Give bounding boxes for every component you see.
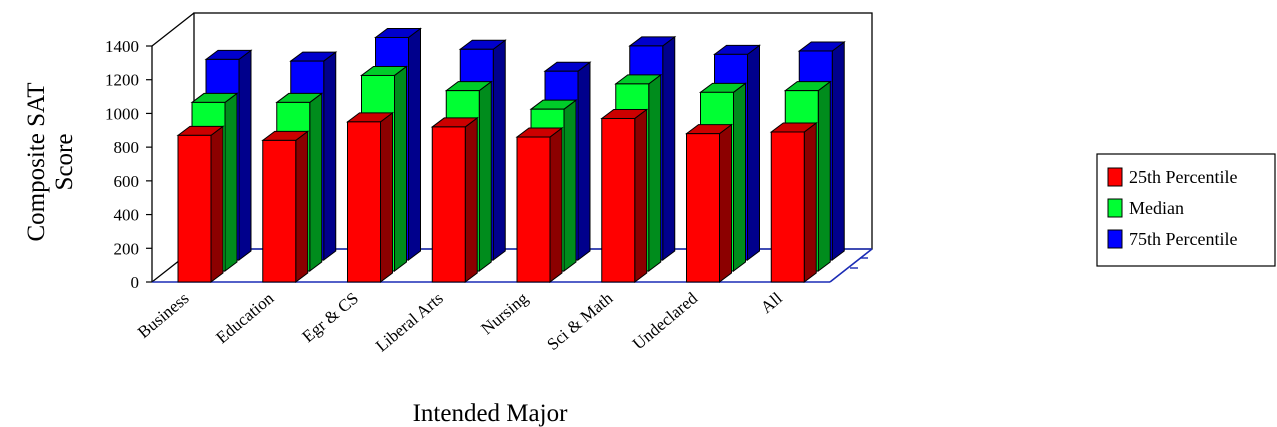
x-axis: Business Education Egr & CS Liberal Arts Nur… <box>134 288 786 355</box>
legend-swatch <box>1107 198 1123 218</box>
legend-swatch <box>1107 229 1123 249</box>
legend-label: 75th Percentile <box>1129 229 1237 249</box>
legend: 25th Percentile Median 75th Percentile <box>1096 153 1276 267</box>
bar-side <box>309 92 323 272</box>
bar-side <box>295 130 309 283</box>
bar-side <box>380 111 393 283</box>
bar-group <box>176 27 846 283</box>
y-tick-label: 0 <box>131 273 140 292</box>
x-tick-label: Business <box>134 289 193 342</box>
bar-side <box>662 35 676 261</box>
bar-25th-percentile-all <box>769 121 818 283</box>
legend-label: 25th Percentile <box>1129 167 1237 187</box>
bar-side <box>719 123 732 283</box>
x-tick-label: Sci & Math <box>543 288 616 354</box>
y-axis-title-line1: Composite SAT <box>23 82 50 241</box>
bar-side <box>478 80 492 272</box>
bar-25th-percentile-undeclared <box>685 123 733 283</box>
bar-side <box>831 40 845 261</box>
bar-25th-percentile-liberal-arts <box>430 116 479 283</box>
bar-front <box>601 117 636 283</box>
bar-side <box>747 44 760 261</box>
floor-right-edge <box>829 248 873 283</box>
y-tick-label: 1200 <box>105 71 139 90</box>
bar-side <box>817 80 831 272</box>
bar-side <box>464 116 478 283</box>
bar-side <box>210 125 224 283</box>
bar-front <box>431 126 466 283</box>
bar-side <box>492 39 506 261</box>
x-tick-label: Liberal Arts <box>372 289 447 356</box>
x-tick-label: Education <box>212 288 277 347</box>
legend-box <box>1096 153 1276 267</box>
bar-25th-percentile-sci-math <box>600 108 649 283</box>
bar-25th-percentile-egr-cs <box>346 111 394 283</box>
bar-side <box>577 61 591 261</box>
bar-side <box>733 82 746 272</box>
x-tick-label: All <box>757 288 786 317</box>
bar-front <box>347 121 381 283</box>
bar-front <box>177 134 212 283</box>
bar-front <box>262 139 297 283</box>
legend-label: Median <box>1129 198 1184 218</box>
y-axis: 0 200 400 600 800 1000 1200 1400 <box>105 37 153 292</box>
bar-side <box>563 99 577 272</box>
x-tick-label: Egr & CS <box>298 289 362 347</box>
bar-side <box>648 73 662 272</box>
x-tick-label: Nursing <box>477 288 532 338</box>
y-tick-label: 200 <box>114 239 140 258</box>
bar-front <box>686 133 720 283</box>
bar-side <box>323 51 337 261</box>
x-axis-title: Intended Major <box>413 400 568 427</box>
left-wall-top-edge <box>151 12 195 47</box>
bar-25th-percentile-education <box>261 130 310 283</box>
y-axis-title-line2: Score <box>51 134 78 191</box>
bar-side <box>224 92 238 272</box>
bar-front <box>516 136 551 283</box>
bar-side <box>238 49 252 261</box>
chart-3d-frame <box>151 12 873 283</box>
bar-25th-percentile-business <box>176 125 225 283</box>
bar-side <box>408 27 421 261</box>
y-tick-label: 400 <box>114 206 140 225</box>
y-tick-label: 800 <box>114 138 140 157</box>
y-tick-label: 1000 <box>105 104 139 123</box>
bar-side <box>634 108 648 283</box>
bar-side <box>803 121 817 283</box>
bar-front <box>770 131 805 283</box>
y-tick-label: 1400 <box>105 37 139 56</box>
bar-side <box>394 65 407 272</box>
y-tick-label: 600 <box>114 172 140 191</box>
bar-side <box>549 127 563 283</box>
legend-swatch <box>1107 167 1123 187</box>
bar-25th-percentile-nursing <box>515 127 564 283</box>
x-tick-label: Undeclared <box>629 288 702 353</box>
